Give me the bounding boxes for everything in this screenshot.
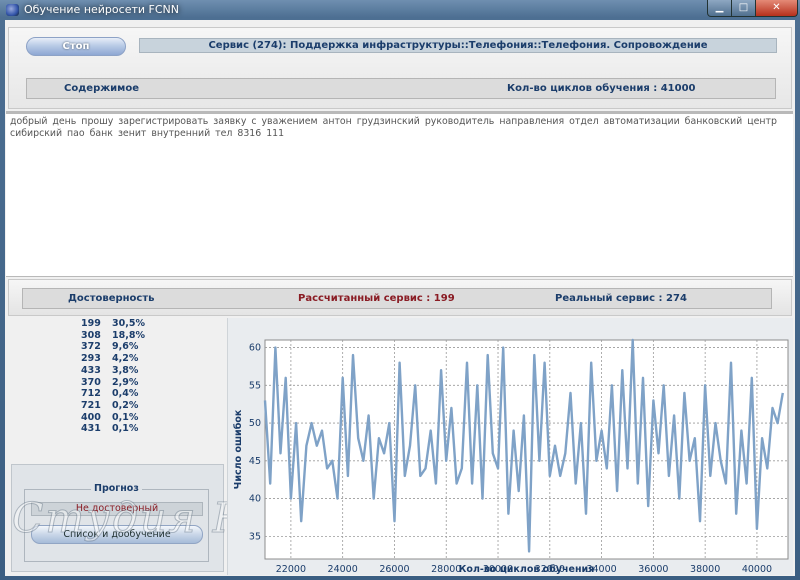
service-field: Сервис (274): Поддержка инфраструктуры::…	[139, 38, 777, 53]
y-tick-label: 60	[249, 343, 261, 354]
ranking-probability: 0,2%	[112, 399, 139, 411]
close-button[interactable]: ✕	[755, 0, 798, 17]
ranking-probability: 0,1%	[112, 411, 139, 423]
ranking-service-id: 721	[81, 399, 101, 411]
window-title: Обучение нейросети FCNN	[24, 3, 179, 16]
ranking-probability: 30,5%	[112, 318, 145, 329]
ranking-service-id: 308	[81, 329, 101, 341]
forecast-area: Прогноз Не достоверный Список и дообучен…	[11, 464, 224, 572]
ranking-panel: 199 30,5% 308 18,8% 372 9,6% 293 4,2% 433 3,8% 370…	[8, 318, 291, 574]
ranking-row: 372 9,6%	[8, 341, 224, 353]
content-label: Содержимое	[64, 83, 140, 94]
ranking-row: 712 0,4%	[8, 388, 224, 400]
maximize-button[interactable]: □	[731, 0, 756, 17]
ranking-row: 433 3,8%	[8, 365, 224, 377]
y-tick-label: 40	[249, 494, 261, 505]
x-tick-label: 22000	[276, 564, 306, 575]
x-tick-label: 40000	[742, 564, 772, 575]
ranking-row: 370 2,9%	[8, 377, 224, 389]
x-tick-label: 36000	[638, 564, 668, 575]
x-tick-label: 28000	[431, 564, 461, 575]
y-tick-label: 35	[249, 531, 261, 542]
result-bar: Достоверность Рассчитанный сервис : 199 …	[22, 288, 772, 309]
ranking-row: 431 0,1%	[8, 423, 224, 435]
ranking-service-id: 293	[81, 353, 101, 365]
y-axis-label: Число ошибок	[233, 409, 244, 489]
top-panel: Стоп Сервис (274): Поддержка инфраструкт…	[8, 27, 792, 109]
client-area: Стоп Сервис (274): Поддержка инфраструкт…	[5, 20, 795, 576]
ranking-service-id: 712	[81, 388, 101, 400]
x-tick-label: 38000	[690, 564, 720, 575]
ranking-service-id: 433	[81, 364, 101, 376]
x-tick-label: 26000	[379, 564, 409, 575]
ranking-service-id: 372	[81, 341, 101, 353]
ranking-row: 721 0,2%	[8, 400, 224, 412]
ranking-probability: 0,4%	[112, 388, 139, 400]
x-tick-label: 32000	[535, 564, 565, 575]
ranking-probability: 3,8%	[112, 364, 139, 376]
app-logo-icon	[6, 4, 19, 16]
ranking-row: 308 18,8%	[8, 330, 224, 342]
y-tick-label: 45	[249, 456, 261, 467]
error-chart: 22000 24000 26000 28000 30000 32000 34000 36000…	[233, 338, 789, 575]
ranking-service-id: 199	[81, 318, 101, 329]
x-tick-label: 34000	[586, 564, 616, 575]
minimize-button[interactable]: ▁	[707, 0, 732, 17]
training-cycles-label: Кол-во циклов обучения : 41000	[507, 83, 696, 94]
y-tick-label: 50	[249, 418, 261, 429]
ranking-probability: 9,6%	[112, 341, 139, 353]
ranking-probability: 2,9%	[112, 376, 139, 388]
ranking-service-id: 431	[81, 423, 101, 435]
real-service-label: Реальный сервис : 274	[555, 293, 687, 304]
error-chart-panel: 22000 24000 26000 28000 30000 32000 34000 36000…	[227, 318, 793, 575]
list-and-retrain-button[interactable]: Список и дообучение	[31, 525, 203, 544]
ranking-service-id: 400	[81, 411, 101, 423]
ranking-probability: 0,1%	[112, 423, 139, 435]
y-tick-label: 55	[249, 380, 261, 391]
content-bar: Содержимое Кол-во циклов обучения : 4100…	[26, 78, 776, 99]
stop-button[interactable]: Стоп	[26, 37, 126, 56]
x-tick-label: 30000	[483, 564, 513, 575]
request-text-area[interactable]: добрый день прошу зарегистрировать заявк…	[6, 111, 793, 277]
ranking-row: 293 4,2%	[8, 353, 224, 365]
result-panel: Достоверность Рассчитанный сервис : 199 …	[8, 279, 792, 316]
reliability-label: Достоверность	[68, 293, 155, 304]
ranking-probability: 4,2%	[112, 353, 139, 365]
ranking-row: 199 30,5%	[8, 318, 224, 330]
title-bar[interactable]: Обучение нейросети FCNN ▁ □ ✕	[0, 0, 800, 20]
ranking-service-id: 370	[81, 376, 101, 388]
forecast-title: Прогноз	[91, 483, 142, 494]
ranking-probability: 18,8%	[112, 329, 145, 341]
series-line	[263, 338, 784, 553]
calculated-service-label: Рассчитанный сервис : 199	[298, 293, 455, 304]
ranking-row: 400 0,1%	[8, 412, 224, 424]
forecast-status: Не достоверный	[31, 502, 203, 516]
x-tick-label: 24000	[328, 564, 358, 575]
x-axis-label: Кол-во циклов обучения	[459, 564, 595, 575]
forecast-group: Прогноз Не достоверный Список и дообучен…	[24, 483, 209, 562]
